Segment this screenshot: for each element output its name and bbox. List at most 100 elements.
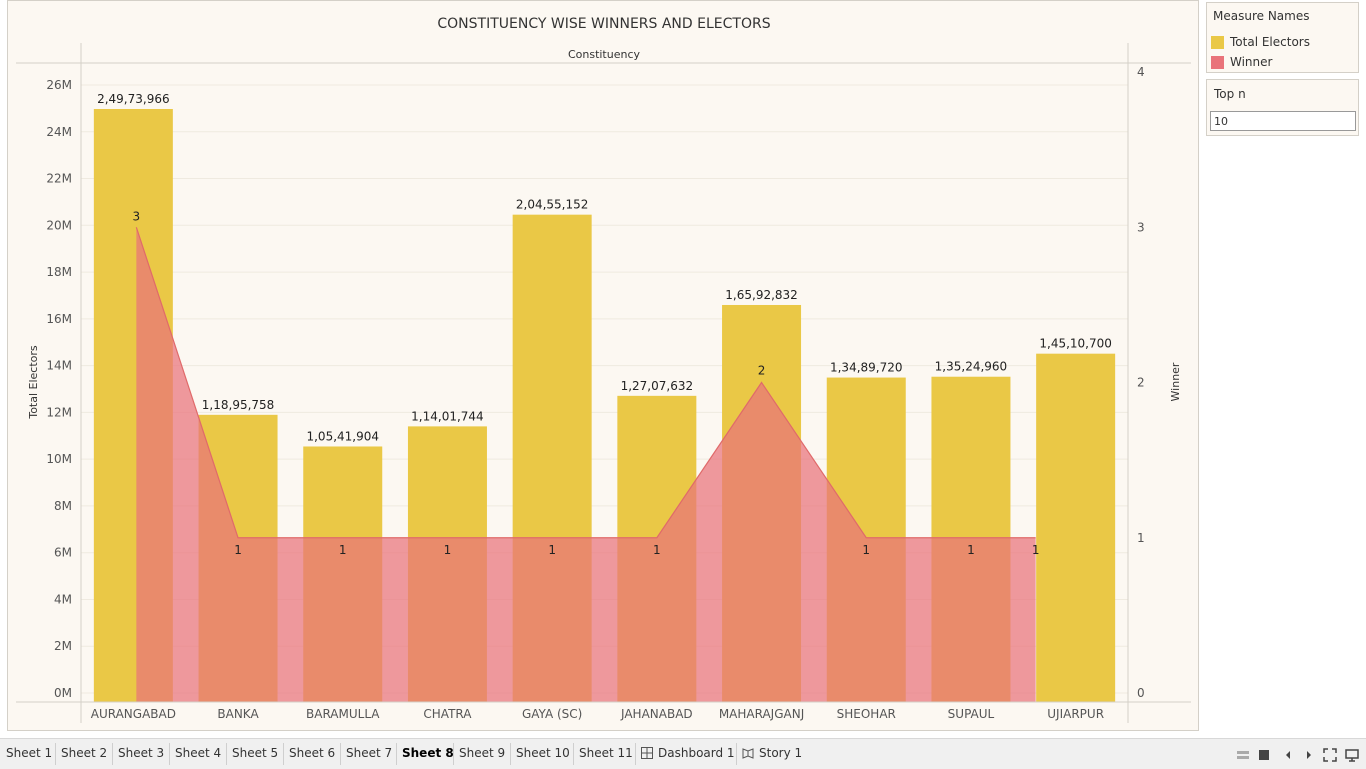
- tab-label: Sheet 7: [346, 746, 393, 760]
- story-icon: [742, 747, 754, 759]
- area-data-label: 1: [548, 543, 556, 557]
- area-data-label: 1: [967, 543, 975, 557]
- grid-view-icon[interactable]: [1236, 748, 1250, 762]
- area-layer: [135, 227, 1036, 702]
- next-icon[interactable]: [1302, 748, 1316, 762]
- tab-label: Dashboard 1: [658, 746, 735, 760]
- tab-sheet-10[interactable]: Sheet 10: [516, 746, 570, 760]
- fullscreen-icon[interactable]: [1323, 748, 1337, 762]
- left-axis-tick-label: 24M: [46, 125, 72, 139]
- tab-separator: [169, 743, 170, 765]
- right-axis-tick-label: 1: [1137, 531, 1145, 545]
- tab-separator: [453, 743, 454, 765]
- tab-sheet-2[interactable]: Sheet 2: [61, 746, 107, 760]
- x-axis-category-label: JAHANABAD: [620, 707, 693, 721]
- area-data-label: 3: [133, 209, 141, 223]
- tab-label: Story 1: [759, 746, 803, 760]
- x-axis-category-label: BANKA: [217, 707, 259, 721]
- label-layer: 2,49,73,966 1,18,95,758 1,05,41,904 1,14,01…: [97, 92, 1112, 557]
- x-axis-category-label: BARAMULLA: [306, 707, 380, 721]
- chart-svg: 0M2M4M6M8M10M12M14M16M18M20M22M24M26M012…: [16, 16, 1191, 723]
- area-winner: [136, 227, 1036, 702]
- left-axis-tick-label: 12M: [46, 405, 72, 419]
- left-axis-tick-label: 8M: [54, 499, 72, 513]
- left-axis-tick-label: 10M: [46, 452, 72, 466]
- x-axis-category-label: GAYA (SC): [522, 707, 582, 721]
- tab-label: Sheet 2: [61, 746, 108, 760]
- tab-separator: [283, 743, 284, 765]
- tab-story-1[interactable]: Story 1: [742, 746, 802, 760]
- legend-item-winner[interactable]: Winner: [1211, 54, 1272, 70]
- bar-total-electors: [1036, 353, 1116, 702]
- area-data-label: 1: [234, 543, 242, 557]
- tab-sheet-11[interactable]: Sheet 11: [579, 746, 633, 760]
- dashboard-icon: [641, 747, 653, 759]
- column-header: Constituency: [568, 48, 641, 61]
- right-axis-tick-label: 4: [1137, 65, 1145, 79]
- tab-label: Sheet 1: [6, 746, 53, 760]
- chart-title: CONSTITUENCY WISE WINNERS AND ELECTORS: [437, 16, 770, 32]
- tab-sheet-1[interactable]: Sheet 1: [6, 746, 52, 760]
- tab-sheet-6[interactable]: Sheet 6: [289, 746, 335, 760]
- legend-item-total-electors[interactable]: Total Electors: [1211, 34, 1310, 50]
- tab-sheet-9[interactable]: Sheet 9: [459, 746, 505, 760]
- left-axis-tick-label: 0M: [54, 686, 72, 700]
- tab-sheet-8[interactable]: Sheet 8: [402, 746, 454, 760]
- sheet-tab-bar: Sheet 1 Sheet 2 Sheet 3 Sheet 4 Sheet 5 Sheet…: [0, 738, 1366, 769]
- left-axis-tick-label: 4M: [54, 592, 72, 606]
- bar-data-label: 1,27,07,632: [621, 379, 694, 393]
- left-axis-tick-label: 16M: [46, 312, 72, 326]
- legend-title: Measure Names: [1213, 9, 1310, 23]
- bar-data-label: 2,49,73,966: [97, 92, 170, 106]
- tab-label: Sheet 5: [232, 746, 279, 760]
- tab-label: Sheet 11: [579, 746, 633, 760]
- tab-separator: [55, 743, 56, 765]
- bar-data-label: 1,14,01,744: [411, 409, 484, 423]
- line-winner: [135, 227, 1036, 539]
- axis-layer: 0M2M4M6M8M10M12M14M16M18M20M22M24M26M012…: [16, 43, 1191, 723]
- area-data-label: 1: [339, 543, 347, 557]
- bar-data-label: 1,35,24,960: [935, 360, 1008, 374]
- left-axis-tick-label: 26M: [46, 78, 72, 92]
- tab-sheet-7[interactable]: Sheet 7: [346, 746, 392, 760]
- legend-label-winner: Winner: [1230, 55, 1273, 69]
- left-axis-tick-label: 2M: [54, 639, 72, 653]
- legend-label-total-electors: Total Electors: [1230, 35, 1310, 49]
- tab-sheet-3[interactable]: Sheet 3: [118, 746, 164, 760]
- top-n-filter: Top n: [1206, 79, 1359, 136]
- x-axis-category-label: CHATRA: [423, 707, 472, 721]
- right-axis-tick-label: 3: [1137, 220, 1145, 234]
- left-axis-tick-label: 22M: [46, 172, 72, 186]
- tab-sheet-4[interactable]: Sheet 4: [175, 746, 221, 760]
- area-data-label: 1: [444, 543, 452, 557]
- x-axis-category-label: SUPAUL: [948, 707, 995, 721]
- tab-separator: [736, 743, 737, 765]
- filmstrip-icon[interactable]: [1257, 748, 1271, 762]
- left-axis-title: Total Electors: [27, 345, 40, 420]
- bar-data-label: 1,65,92,832: [725, 288, 798, 302]
- tab-separator: [226, 743, 227, 765]
- presentation-icon[interactable]: [1345, 748, 1359, 762]
- previous-icon[interactable]: [1281, 748, 1295, 762]
- area-data-label: 1: [653, 543, 661, 557]
- tab-label: Sheet 3: [118, 746, 165, 760]
- left-axis-tick-label: 14M: [46, 359, 72, 373]
- tab-sheet-5[interactable]: Sheet 5: [232, 746, 278, 760]
- legend: Measure Names Total Electors Winner: [1206, 2, 1359, 73]
- chart-panel: 0M 2M 4M 6M 8M 10M 12M 14M 16M 18M 20M 22M 24M 26M 0 1 2…: [7, 0, 1199, 731]
- left-axis-tick-label: 18M: [46, 265, 72, 279]
- left-axis-tick-label: 20M: [46, 218, 72, 232]
- tab-label: Sheet 10: [516, 746, 570, 760]
- bar-data-label: 2,04,55,152: [516, 198, 589, 212]
- tab-separator: [635, 743, 636, 765]
- x-axis-category-label: MAHARAJGANJ: [719, 707, 804, 721]
- bar-data-label: 1,18,95,758: [202, 398, 275, 412]
- x-axis-category-label: UJIARPUR: [1047, 707, 1104, 721]
- top-n-input[interactable]: [1210, 111, 1356, 131]
- tab-dashboard-1[interactable]: Dashboard 1: [641, 746, 735, 760]
- bar-data-label: 1,34,89,720: [830, 361, 903, 375]
- legend-swatch-total-electors: [1211, 35, 1224, 49]
- right-axis-title: Winner: [1169, 362, 1182, 401]
- tab-separator: [573, 743, 574, 765]
- right-axis-tick-label: 2: [1137, 376, 1145, 390]
